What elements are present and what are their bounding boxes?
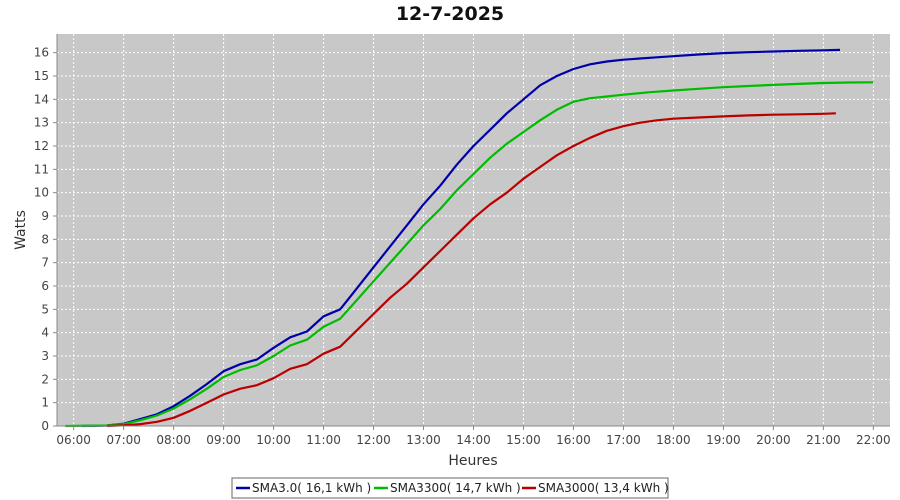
series-line-sma3300 <box>65 81 874 428</box>
y-tick-label: 12 <box>34 139 49 153</box>
y-tick-label: 4 <box>41 326 49 340</box>
legend-entry: SMA3300( 14,7 kWh ) <box>390 481 521 495</box>
y-tick-label: 15 <box>34 69 49 83</box>
grid <box>57 34 890 427</box>
series-line-sma3000 <box>106 112 836 428</box>
y-axis-title: Watts <box>13 210 29 250</box>
y-tick-label: 9 <box>41 209 49 223</box>
y-tick-label: 7 <box>41 256 49 270</box>
x-tick-label: 21:00 <box>806 433 841 447</box>
x-tick-label: 20:00 <box>756 433 791 447</box>
x-tick-label: 12:00 <box>356 433 391 447</box>
x-tick-label: 11:00 <box>306 433 341 447</box>
x-tick-label: 14:00 <box>456 433 491 447</box>
x-tick-label: 08:00 <box>156 433 191 447</box>
y-tick-label: 2 <box>41 372 49 386</box>
x-tick-label: 07:00 <box>106 433 141 447</box>
y-tick-label: 5 <box>41 302 49 316</box>
x-tick-label: 22:00 <box>856 433 891 447</box>
x-axis-title: Heures <box>448 453 497 469</box>
chart-title: 12-7-2025 <box>396 3 504 25</box>
x-tick-label: 06:00 <box>56 433 91 447</box>
x-tick-label: 13:00 <box>406 433 441 447</box>
x-tick-label: 19:00 <box>706 433 741 447</box>
legend-box <box>231 477 669 499</box>
x-tick-label: 10:00 <box>256 433 291 447</box>
y-tick-label: 14 <box>34 92 49 106</box>
y-tick-label: 10 <box>34 186 49 200</box>
x-tick-label: 18:00 <box>656 433 691 447</box>
y-tick-label: 1 <box>41 396 49 410</box>
y-tick-label: 11 <box>34 162 49 176</box>
y-tick-label: 16 <box>34 46 49 60</box>
x-tick-label: 16:00 <box>556 433 591 447</box>
y-tick-label: 3 <box>41 349 49 363</box>
y-tick-label: 13 <box>34 116 49 130</box>
legend-entry: SMA3000( 13,4 kWh ) <box>538 481 669 495</box>
legend: SMA3.0( 16,1 kWh ) SMA3300( 14,7 kWh ) SMA… <box>231 477 669 499</box>
x-tick-label: 17:00 <box>606 433 641 447</box>
y-tick-label: 8 <box>41 232 49 246</box>
series-line-sma3-0 <box>81 48 841 428</box>
x-tick-label: 09:00 <box>206 433 241 447</box>
legend-entry: SMA3.0( 16,1 kWh ) <box>252 481 371 495</box>
y-tick-label: 6 <box>41 279 49 293</box>
x-tick-label: 15:00 <box>506 433 541 447</box>
series-lines <box>65 48 874 428</box>
y-tick-label: 0 <box>41 419 49 433</box>
